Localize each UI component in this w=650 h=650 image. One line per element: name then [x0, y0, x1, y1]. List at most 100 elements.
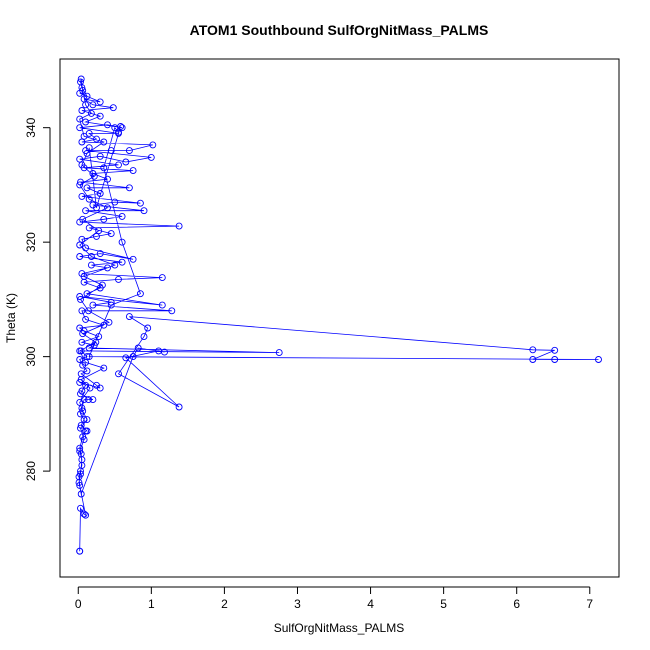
data-point — [136, 290, 144, 298]
data-point — [147, 153, 155, 161]
data-point — [96, 152, 104, 160]
data-point — [76, 324, 84, 332]
data-point — [85, 344, 93, 352]
data-point — [77, 490, 85, 498]
data-point — [118, 258, 126, 266]
data-point — [140, 333, 148, 341]
x-tick-label: 1 — [148, 597, 155, 611]
data-point — [96, 112, 104, 120]
data-point — [78, 138, 86, 146]
data-point — [96, 98, 104, 106]
data-point — [77, 178, 84, 186]
data-point — [78, 307, 86, 315]
data-point — [115, 370, 122, 378]
data-point — [175, 403, 183, 411]
data-point — [95, 227, 103, 235]
data-point — [149, 141, 157, 149]
data-point — [100, 215, 108, 223]
data-point — [77, 470, 84, 478]
data-point — [82, 207, 90, 215]
data-point — [76, 241, 84, 249]
data-point — [122, 158, 130, 166]
x-axis-label: SulfOrgNitMass_PALMS — [274, 621, 404, 635]
data-point — [98, 281, 106, 289]
data-point — [158, 274, 166, 282]
data-point — [87, 253, 95, 260]
data-point — [96, 190, 104, 197]
data-point — [107, 301, 115, 309]
data-point — [85, 396, 92, 404]
data-point — [82, 511, 90, 519]
data-point — [83, 184, 91, 192]
data-point — [89, 101, 97, 109]
data-point — [83, 92, 91, 100]
data-point — [76, 253, 84, 260]
data-point — [82, 244, 90, 252]
data-point — [89, 396, 97, 404]
data-point — [76, 547, 84, 555]
data-point — [93, 135, 100, 143]
data-point — [134, 344, 142, 352]
data-point — [78, 161, 86, 169]
data-point — [158, 301, 166, 309]
data-point — [109, 104, 117, 112]
data-point — [77, 504, 84, 512]
data-point — [93, 232, 100, 240]
data-point — [82, 315, 90, 323]
data-point — [595, 356, 602, 363]
data-point — [107, 298, 115, 306]
data-point — [85, 144, 93, 152]
data-point — [78, 107, 86, 114]
data-point — [86, 384, 94, 392]
data-point — [77, 75, 85, 83]
data-point — [100, 138, 108, 146]
data-point — [105, 318, 113, 326]
x-tick-label: 4 — [367, 597, 374, 611]
data-point — [85, 353, 93, 361]
data-point — [85, 307, 92, 315]
data-point — [115, 161, 122, 169]
x-tick-label: 2 — [221, 597, 228, 611]
data-point — [79, 87, 87, 94]
data-point — [92, 338, 100, 346]
data-point — [85, 195, 93, 203]
data-point — [129, 167, 137, 175]
data-point — [85, 129, 93, 137]
data-point — [80, 416, 88, 424]
data-point — [115, 275, 122, 283]
y-axis: 280 300 320 340 — [24, 117, 51, 481]
data-point — [76, 155, 84, 163]
data-point — [104, 204, 111, 212]
data-point — [529, 346, 537, 354]
data-point — [100, 164, 108, 172]
data-point — [122, 354, 130, 362]
data-point — [78, 387, 86, 395]
x-tick-label: 5 — [440, 597, 447, 611]
data-point — [90, 172, 98, 180]
data-point — [96, 250, 104, 258]
data-point — [129, 255, 137, 263]
y-tick-label: 300 — [24, 346, 38, 366]
data-point — [76, 481, 84, 489]
data-point — [80, 436, 88, 444]
data-point — [175, 222, 183, 230]
x-tick-label: 3 — [294, 597, 301, 611]
data-point — [75, 479, 83, 487]
data-point — [95, 333, 103, 341]
data-point — [78, 235, 86, 243]
data-point — [76, 447, 84, 455]
data-point — [77, 424, 84, 432]
data-point — [93, 381, 100, 389]
plot-frame — [59, 58, 620, 578]
data-point — [125, 147, 133, 155]
data-point — [118, 238, 126, 246]
data-point — [136, 199, 144, 207]
data-point — [83, 290, 91, 298]
y-tick-label: 340 — [24, 117, 38, 137]
data-point — [111, 261, 119, 269]
y-tick-label: 280 — [24, 461, 38, 481]
data-point — [168, 307, 176, 315]
data-point — [78, 404, 86, 412]
data-point — [82, 118, 90, 126]
